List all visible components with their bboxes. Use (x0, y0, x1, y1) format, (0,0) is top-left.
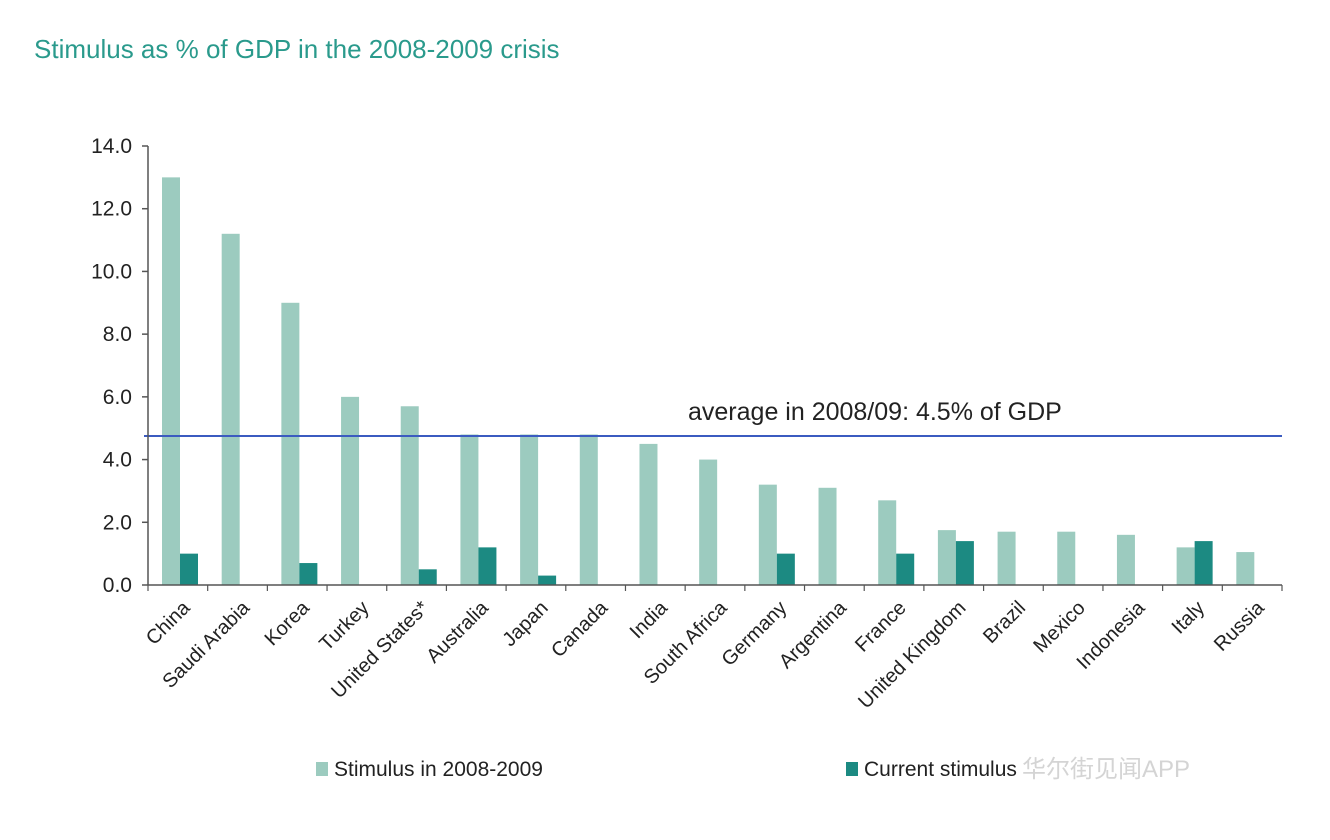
legend-label: Stimulus in 2008-2009 (334, 758, 543, 781)
y-tick-label: 0.0 (103, 574, 132, 597)
bar-stimulus-2008-2009 (162, 177, 180, 585)
bar-current-stimulus (1194, 541, 1213, 585)
bar-current-stimulus (418, 569, 437, 585)
y-tick-label: 2.0 (103, 511, 132, 534)
x-category-label: Canada (547, 596, 613, 662)
x-category-label: Italy (1168, 597, 1209, 638)
bar-stimulus-2008-2009 (400, 406, 419, 585)
x-category-label: France (851, 597, 911, 657)
bar-stimulus-2008-2009 (639, 443, 658, 585)
y-tick-label: 6.0 (103, 386, 132, 409)
bar-stimulus-2008-2009 (520, 434, 539, 585)
bar-stimulus-2008-2009 (878, 500, 897, 585)
bar-stimulus-2008-2009 (818, 487, 837, 585)
x-category-label: Russia (1210, 596, 1269, 655)
bar-stimulus-2008-2009 (1176, 547, 1195, 585)
x-category-label: Japan (499, 597, 553, 651)
bar-stimulus-2008-2009 (579, 434, 598, 585)
x-category-label: India (626, 596, 673, 643)
bar-current-stimulus (299, 563, 318, 585)
bar-current-stimulus (896, 553, 915, 585)
bar-stimulus-2008-2009 (1057, 531, 1076, 585)
legend-label: Current stimulus (864, 758, 1017, 781)
bar-stimulus-2008-2009 (758, 484, 777, 585)
x-category-label: Korea (261, 596, 315, 650)
y-tick-label: 10.0 (91, 260, 132, 283)
bar-current-stimulus (776, 553, 795, 585)
x-category-label: Turkey (315, 597, 373, 655)
y-tick-label: 12.0 (91, 198, 132, 221)
y-tick-label: 8.0 (103, 323, 132, 346)
chart-title: Stimulus as % of GDP in the 2008-2009 cr… (34, 34, 560, 64)
bar-stimulus-2008-2009 (221, 233, 240, 586)
bar-stimulus-2008-2009 (997, 531, 1016, 585)
bar-current-stimulus (180, 553, 198, 585)
x-category-label: China (142, 596, 195, 649)
y-tick-label: 4.0 (103, 449, 132, 472)
x-category-label: United Kingdom (854, 597, 970, 713)
bar-stimulus-2008-2009 (937, 530, 956, 585)
x-category-label: Mexico (1029, 597, 1089, 657)
x-category-label: Australia (422, 596, 493, 667)
bar-stimulus-2008-2009 (1116, 534, 1135, 585)
watermark-text: 华尔街见闻APP (1022, 756, 1190, 783)
y-tick-label: 14.0 (91, 135, 132, 158)
bar-current-stimulus (538, 575, 557, 585)
legend-swatch (846, 762, 858, 776)
x-category-label: Brazil (979, 597, 1030, 648)
bar-stimulus-2008-2009 (460, 434, 479, 585)
bar-current-stimulus (478, 547, 497, 585)
bar-stimulus-2008-2009 (341, 396, 360, 585)
legend-swatch (316, 762, 328, 776)
bar-current-stimulus (955, 541, 974, 585)
bar-stimulus-2008-2009 (1236, 552, 1255, 585)
bar-stimulus-2008-2009 (281, 302, 300, 585)
bar-stimulus-2008-2009 (699, 459, 718, 585)
average-annotation: average in 2008/09: 4.5% of GDP (688, 398, 1062, 426)
